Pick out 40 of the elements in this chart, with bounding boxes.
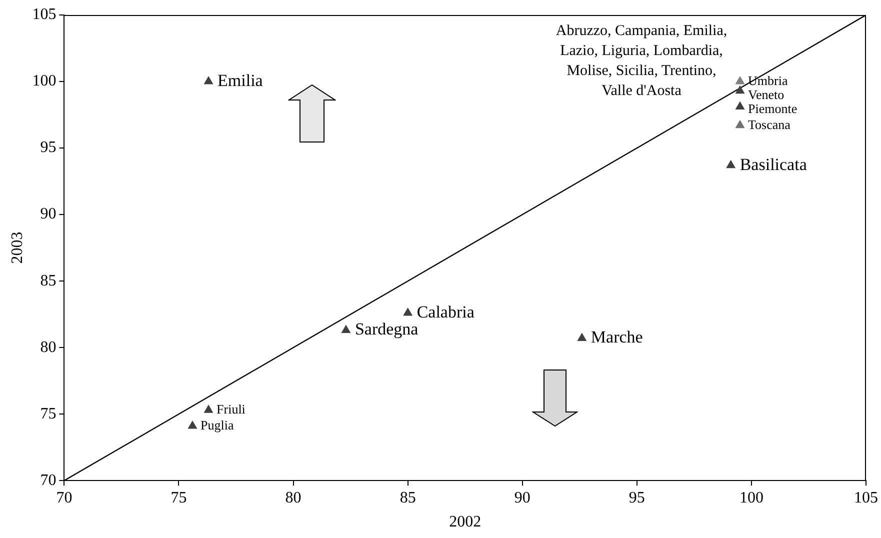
series-label: Calabria (416, 302, 475, 322)
series-label: Sardegna (354, 320, 419, 339)
series-label: Veneto (748, 86, 784, 102)
x-tick-label: 80 (285, 489, 302, 506)
y-tick-label: 70 (40, 472, 56, 489)
y-tick-label: 75 (40, 405, 56, 422)
x-tick-label: 75 (170, 489, 187, 506)
x-tick-label: 70 (56, 489, 72, 506)
x-tick-label: 100 (739, 489, 764, 506)
y-tick-label: 95 (40, 139, 56, 156)
y-tick-label: 105 (32, 6, 56, 24)
point (188, 421, 197, 429)
y-axis-title: 2003 (8, 232, 26, 264)
point (342, 325, 350, 334)
series-label: Piemonte (748, 100, 798, 116)
series-label: Basilicata (740, 154, 808, 174)
point (578, 333, 586, 342)
point (726, 160, 736, 168)
point (736, 86, 744, 94)
series-label: Friuli (216, 402, 246, 417)
point (736, 102, 744, 110)
point (736, 76, 744, 84)
x-axis-title: 2002 (449, 514, 482, 531)
annotation: Abruzzo, Campania, Emilia, Lazio, Liguria, Lombardia, Molise, Sicilia, Trentino, Valle d'Aosta (556, 22, 728, 99)
x-tick-label: 85 (400, 489, 416, 506)
series-label: Puglia (200, 417, 234, 432)
y-tick-label: 100 (32, 72, 56, 90)
point (403, 308, 412, 316)
y-tick-label: 80 (40, 338, 56, 356)
series-label: Emilia (218, 70, 264, 90)
x-tick-label: 105 (854, 489, 878, 506)
point (736, 120, 744, 128)
x-tick-label: 90 (514, 489, 530, 506)
y-tick-label: 90 (40, 206, 56, 223)
y-tick-label: 85 (40, 272, 56, 290)
x-tick-label: 95 (628, 489, 645, 506)
series-label: Toscana (748, 116, 791, 132)
point (204, 76, 213, 84)
series-label: Marche (590, 328, 643, 347)
point (204, 405, 213, 413)
